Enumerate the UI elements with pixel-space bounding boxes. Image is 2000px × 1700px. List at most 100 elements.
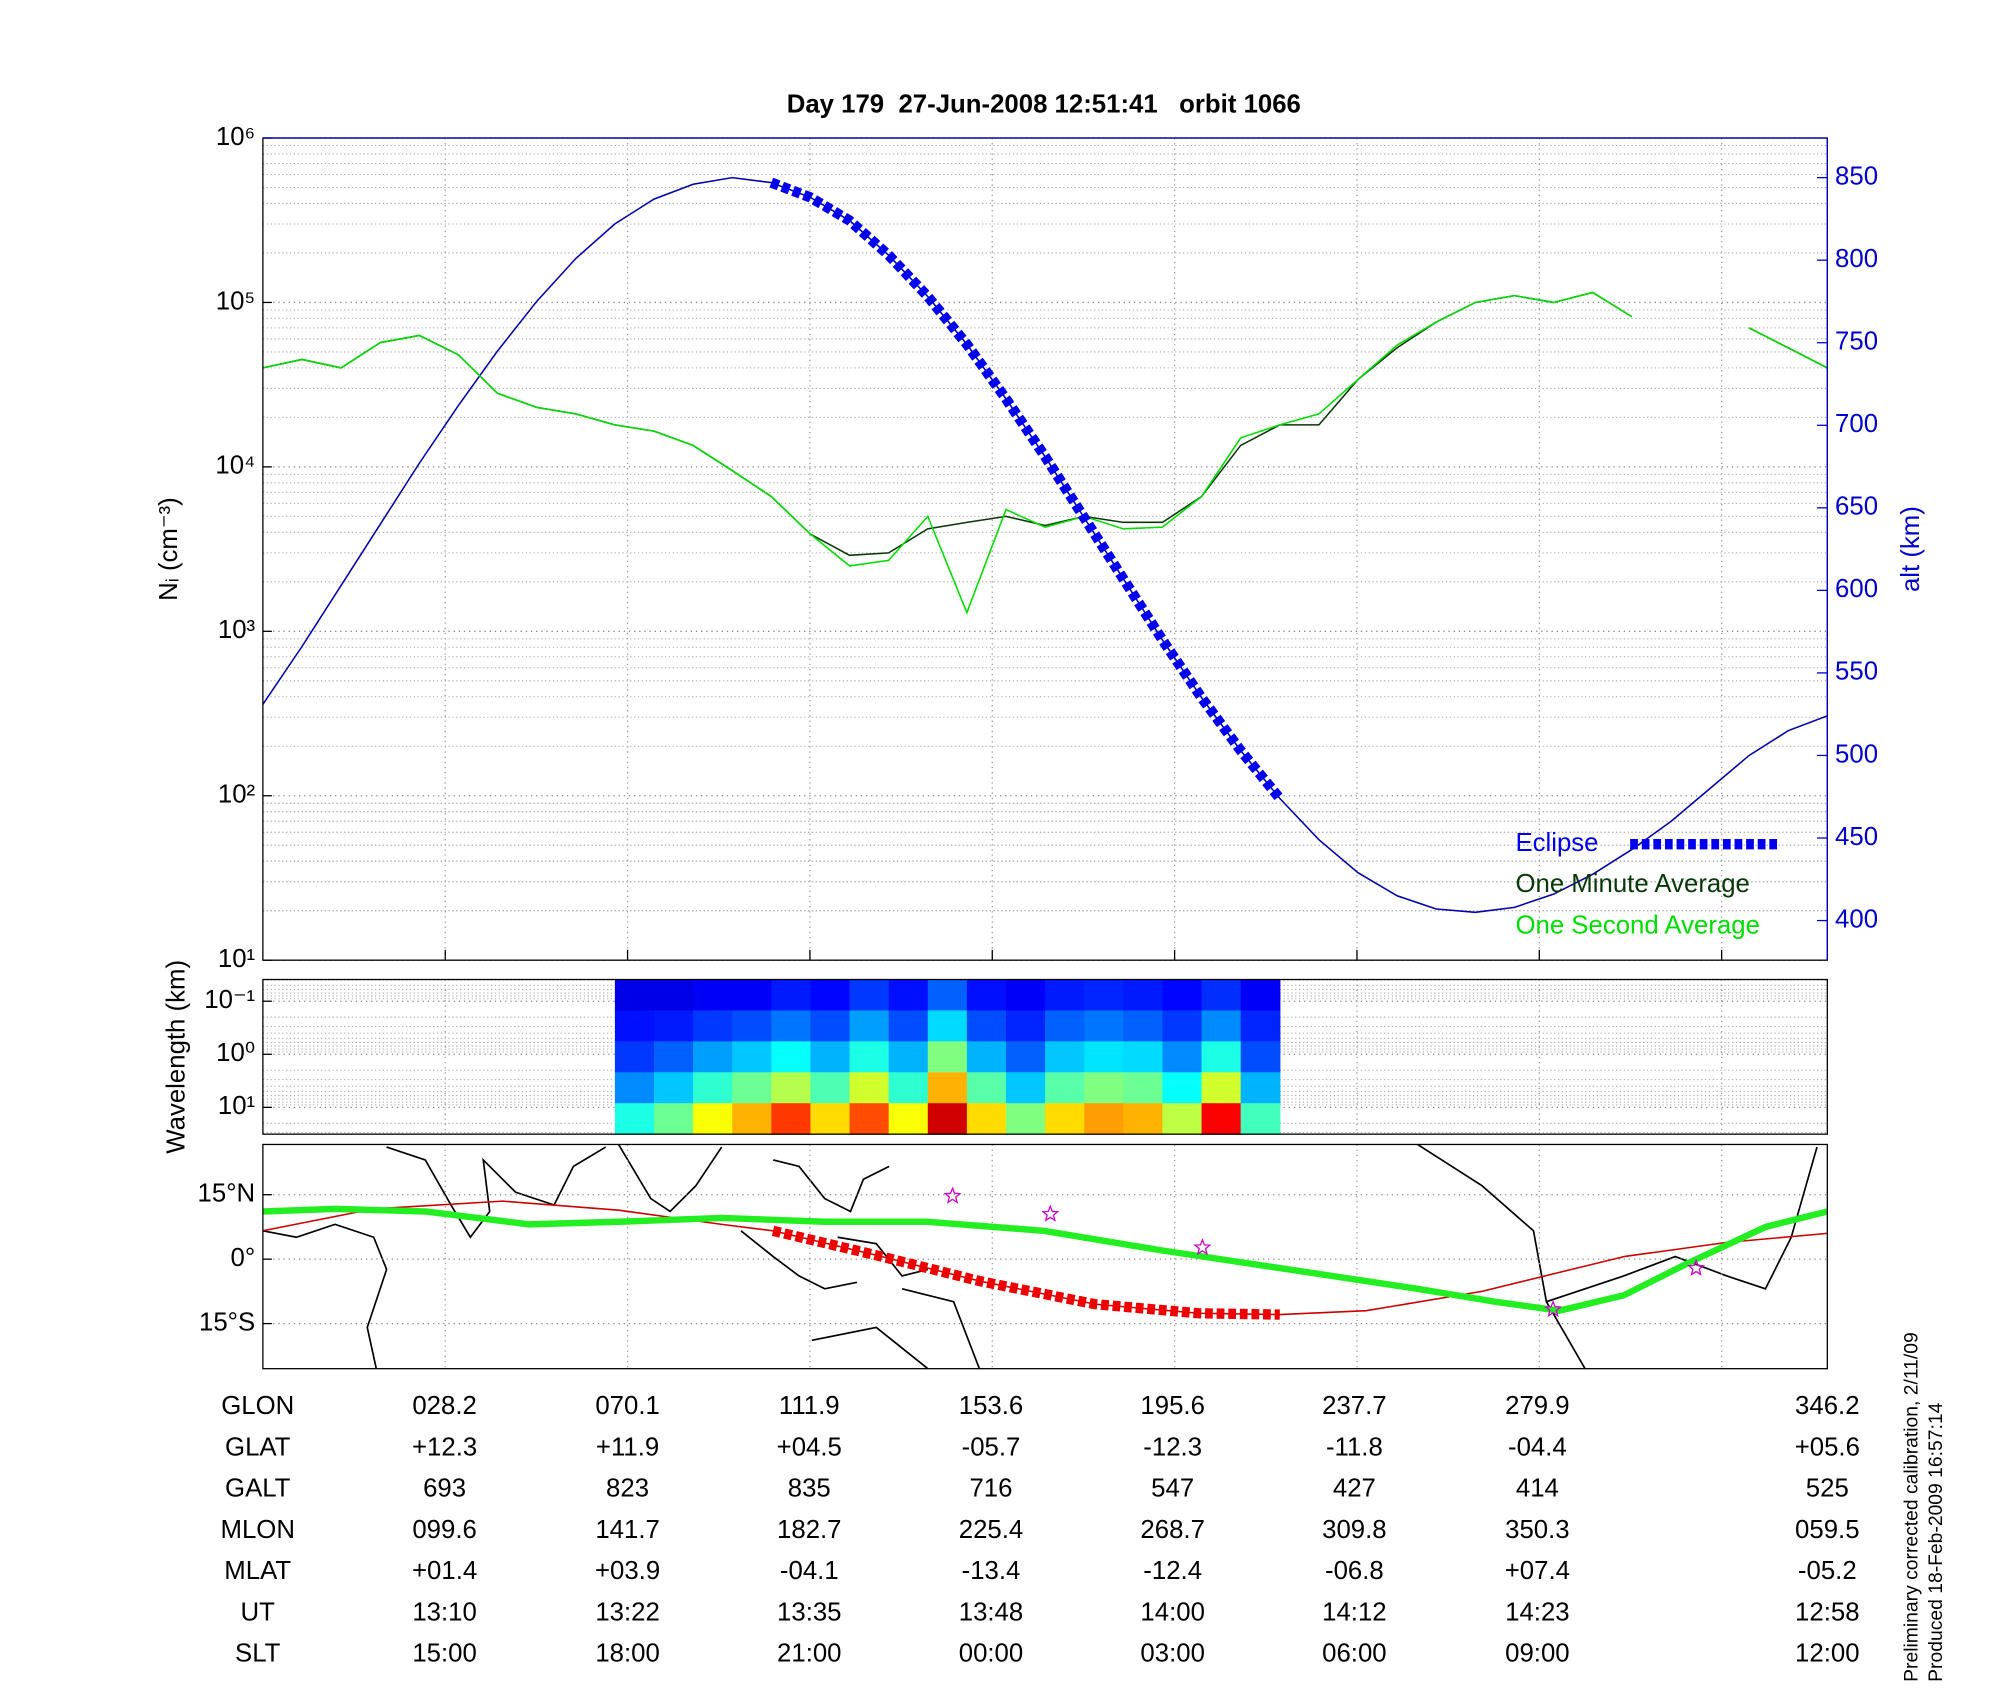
table-cell: 12:00 xyxy=(1795,1640,1859,1668)
heatmap-cell xyxy=(1123,1103,1164,1135)
footnote: Preliminary corrected calibration, 2/11/… xyxy=(1901,1332,1922,1682)
row-label: MLON xyxy=(221,1516,295,1544)
y-tick-label: 10⁴ xyxy=(215,452,255,480)
heatmap-cell xyxy=(927,1072,968,1104)
y-tick-label: 10⁶ xyxy=(216,123,255,151)
table-cell: 14:12 xyxy=(1322,1598,1386,1626)
legend-label: One Second Average xyxy=(1515,911,1759,939)
heatmap-cell xyxy=(653,979,694,1012)
heatmap-cell xyxy=(1123,979,1164,1012)
table-cell: 693 xyxy=(423,1475,466,1503)
star-marker xyxy=(1041,1204,1060,1222)
heatmap-cell xyxy=(888,1041,929,1073)
heatmap-cell xyxy=(1162,1103,1203,1135)
table-cell: 099.6 xyxy=(412,1516,476,1544)
heatmap-cell xyxy=(1240,979,1281,1012)
table-cell: 111.9 xyxy=(779,1392,840,1420)
row-label: GALT xyxy=(225,1475,291,1503)
table-cell: +05.6 xyxy=(1795,1433,1860,1461)
table-cell: 03:00 xyxy=(1140,1640,1204,1668)
star-marker xyxy=(1544,1299,1563,1318)
row-label: GLON xyxy=(221,1392,294,1420)
y2-axis-label: alt (km) xyxy=(1897,506,1925,592)
table-cell: 350.3 xyxy=(1505,1516,1569,1544)
table-cell: 21:00 xyxy=(777,1640,841,1668)
heatmap-cell xyxy=(771,1041,812,1073)
heatmap-cell xyxy=(1084,1103,1124,1135)
y2-tick-label: 650 xyxy=(1835,493,1878,521)
table-cell: 182.7 xyxy=(777,1516,841,1544)
heatmap-cell xyxy=(1240,1041,1281,1073)
track-line xyxy=(262,1205,1828,1314)
heatmap-cell xyxy=(1045,1041,1085,1073)
y-tick-label: 15°N xyxy=(198,1180,256,1208)
table-cell: 346.2 xyxy=(1795,1392,1859,1420)
y2-tick-label: 700 xyxy=(1835,410,1878,438)
heatmap-cell xyxy=(888,979,929,1012)
table-cell: 279.9 xyxy=(1505,1392,1569,1420)
heatmap-cell xyxy=(653,1072,694,1104)
table-cell: 225.4 xyxy=(959,1516,1023,1544)
table-cell: -05.2 xyxy=(1798,1557,1857,1585)
heatmap-cell xyxy=(1084,1072,1124,1104)
heatmap-cell xyxy=(1240,1010,1281,1043)
heatmap-cell xyxy=(1045,1072,1085,1104)
plot-area xyxy=(262,176,1828,914)
heatmap-cell xyxy=(653,1010,694,1043)
row-label: GLAT xyxy=(225,1433,291,1461)
heatmap-cell xyxy=(1005,1041,1046,1073)
plot-frame xyxy=(262,978,1828,1135)
y-tick-label: 10⁰ xyxy=(216,1039,255,1067)
heatmap-cell xyxy=(614,1072,655,1104)
y2-tick-label: 750 xyxy=(1835,328,1878,356)
heatmap-cell xyxy=(693,1103,733,1135)
y-tick-label: 10¹ xyxy=(218,945,256,973)
table-cell: 13:10 xyxy=(412,1598,476,1626)
table-cell: -12.3 xyxy=(1143,1433,1202,1461)
y2-tick-label: 850 xyxy=(1835,162,1878,190)
map-area xyxy=(262,1186,1828,1320)
y2-tick-label: 450 xyxy=(1835,823,1878,851)
table-cell: +01.4 xyxy=(412,1557,477,1585)
table-cell: +12.3 xyxy=(412,1433,477,1461)
table-cell: 14:00 xyxy=(1140,1598,1204,1626)
table-cell: 13:22 xyxy=(595,1598,659,1626)
series-line xyxy=(262,291,1828,615)
series-line xyxy=(769,177,1284,802)
heatmap-cell xyxy=(810,1072,851,1104)
heatmap-cell xyxy=(1201,1010,1242,1043)
table-cell: 835 xyxy=(788,1475,831,1503)
heatmap-cell xyxy=(693,979,733,1012)
table-cell: 414 xyxy=(1516,1475,1559,1503)
heatmap-cell xyxy=(810,979,851,1012)
table-cell: +07.4 xyxy=(1505,1557,1570,1585)
heatmap-cell xyxy=(888,1010,929,1043)
heatmap-cell xyxy=(1084,1041,1124,1073)
table-cell: 153.6 xyxy=(959,1392,1023,1420)
y-tick-label: 10⁻¹ xyxy=(204,986,255,1014)
table-cell: 070.1 xyxy=(595,1392,659,1420)
table-cell: 059.5 xyxy=(1795,1516,1859,1544)
heatmap-cell xyxy=(1005,1072,1046,1104)
heatmap-cell xyxy=(1005,1103,1046,1135)
table-cell: 13:35 xyxy=(777,1598,841,1626)
row-label: UT xyxy=(241,1598,276,1626)
heatmap-cell xyxy=(927,979,968,1012)
heatmap-cell xyxy=(693,1072,733,1104)
y-tick-label: 10⁵ xyxy=(216,287,255,315)
heatmap-cell xyxy=(810,1010,851,1043)
table-cell: 15:00 xyxy=(412,1640,476,1668)
heatmap-cell xyxy=(1123,1072,1164,1104)
table-cell: 00:00 xyxy=(959,1640,1023,1668)
table-cell: 141.7 xyxy=(595,1516,659,1544)
heatmap-cell xyxy=(614,1103,655,1135)
heatmap-cell xyxy=(614,979,655,1012)
heatmap-cell xyxy=(966,1103,1007,1135)
heatmap-cell xyxy=(1084,1010,1124,1043)
heatmap-cell xyxy=(849,1010,890,1043)
table-cell: 268.7 xyxy=(1140,1516,1204,1544)
heatmap-cell xyxy=(966,1010,1007,1043)
heatmap-cell xyxy=(1201,1041,1242,1073)
